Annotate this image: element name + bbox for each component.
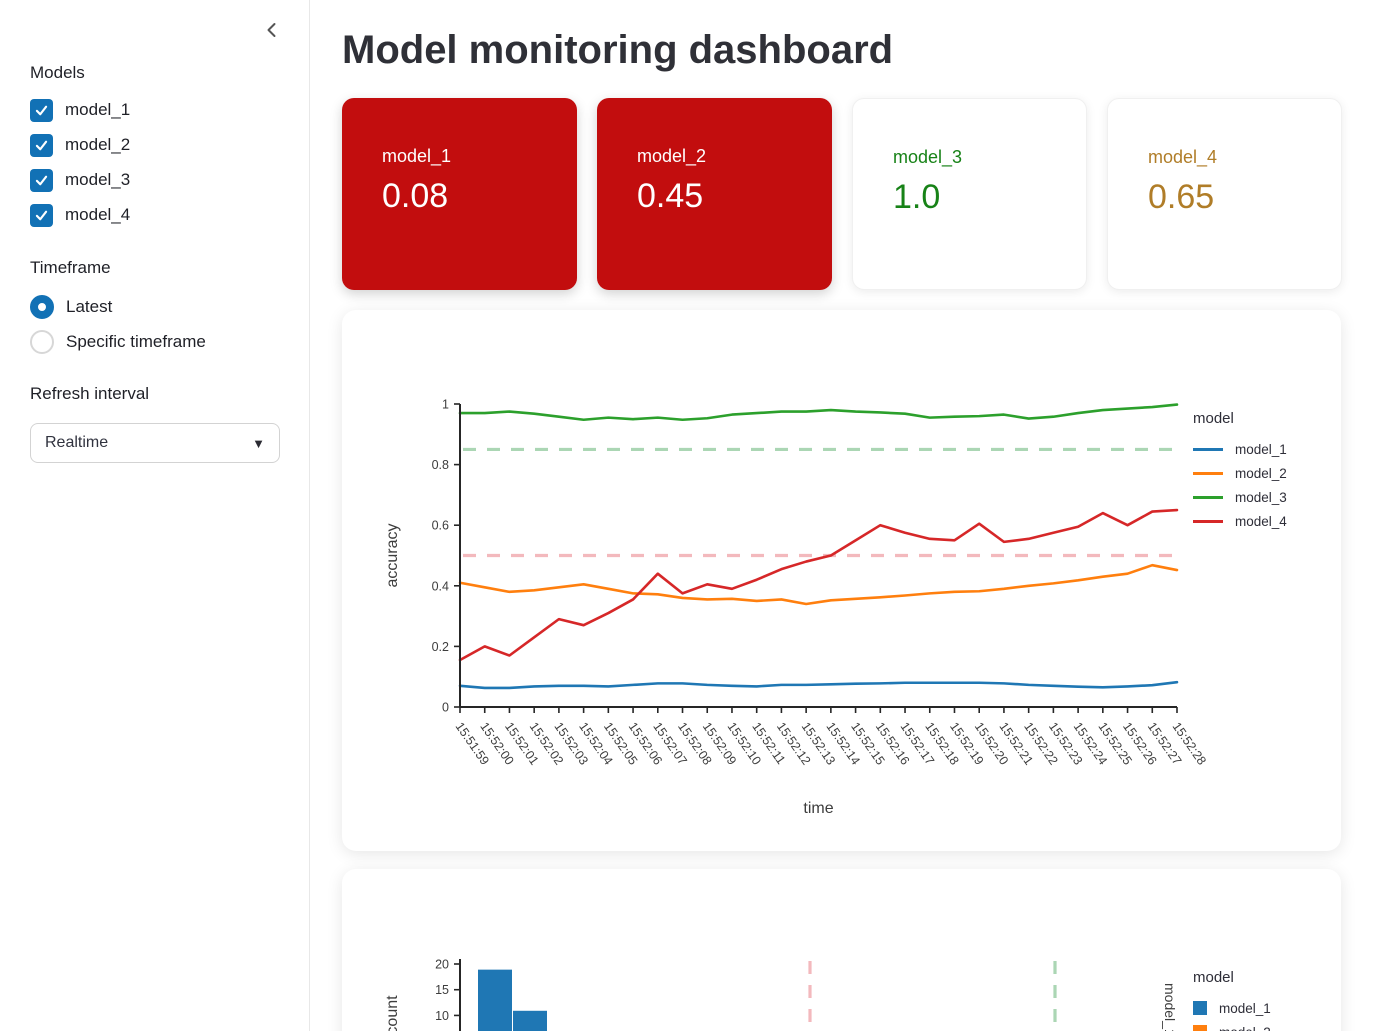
metric-value: 0.45 [637, 177, 704, 215]
line-swatch-icon [1193, 447, 1223, 451]
y-tick-label: 1 [442, 398, 449, 412]
legend-entry-model_4: model_4 [1193, 509, 1287, 533]
radio-unselected-icon[interactable] [30, 330, 54, 354]
model-3-checkbox-row[interactable]: model_3 [30, 168, 130, 192]
legend-title: model [1193, 969, 1234, 986]
timeframe-section-label: Timeframe [30, 258, 111, 277]
radio-label: Latest [66, 297, 113, 316]
models-section-label: Models [30, 63, 85, 82]
series-line-model_3 [458, 403, 1179, 422]
x-axis-title: time [803, 800, 833, 817]
y-tick-label: 0.6 [432, 519, 449, 533]
count-histogram-chart: 20151050count [384, 958, 1057, 1031]
refresh-interval-select[interactable]: Realtime ▼ [30, 423, 280, 463]
refresh-interval-label: Refresh interval [30, 384, 150, 403]
y-tick-label: 15 [435, 983, 449, 997]
count-histogram-card: 20151050count model_1 model model_1 mode… [342, 869, 1341, 1031]
series-line-model_4 [458, 508, 1179, 662]
checkbox-label: model_2 [65, 135, 131, 154]
y-tick-label: 0.4 [432, 579, 449, 593]
square-swatch-icon [1193, 1025, 1207, 1031]
legend-entry-model_1: model_1 [1193, 996, 1271, 1020]
metric-label: model_1 [382, 146, 452, 166]
metric-label: model_2 [637, 146, 707, 166]
histogram-bar [512, 1009, 548, 1031]
y-tick-label: 10 [435, 1009, 449, 1023]
checkbox-label: model_1 [65, 100, 131, 119]
checkbox-label: model_3 [65, 170, 131, 189]
accuracy-chart-card: 0 0.2 0.4 0.6 0.8 1 15:51:59 15:52:00 15:52:01 15… [342, 310, 1341, 851]
metric-value: 0.65 [1148, 178, 1215, 216]
checkbox-checked-icon[interactable] [30, 133, 53, 157]
y-tick-label: 0.2 [432, 640, 449, 654]
legend-entry-label: model_3 [1235, 489, 1287, 505]
legend-entry-model_3: model_3 [1193, 485, 1287, 509]
chevron-left-icon [267, 23, 276, 37]
y-tick-label: 0.8 [432, 458, 449, 472]
y-axis-title: count [384, 995, 401, 1031]
metric-card-model_1: model_1 0.08 [342, 98, 577, 290]
series-line-model_2 [458, 563, 1179, 606]
model-2-checkbox-row[interactable]: model_2 [30, 133, 130, 157]
model-1-checkbox-row[interactable]: model_1 [30, 98, 130, 122]
page-title: Model monitoring dashboard [342, 28, 894, 72]
square-swatch-icon [1193, 1001, 1207, 1015]
metric-card-model_2: model_2 0.45 [597, 98, 832, 290]
caret-down-icon: ▼ [252, 435, 265, 451]
y-tick-label: 0 [442, 701, 449, 715]
checkbox-label: model_4 [65, 205, 131, 224]
checkbox-checked-icon[interactable] [30, 98, 53, 122]
metric-card-model_4: model_4 0.65 [1107, 98, 1342, 290]
legend-title: model [1193, 410, 1234, 427]
sidebar: Models model_1 model_2 model_3 model_4 [0, 0, 310, 1031]
histogram-bar [477, 968, 513, 1031]
timeframe-latest-radio[interactable]: Latest [30, 294, 112, 320]
legend-entry-label: model_2 [1219, 1025, 1271, 1031]
series-line-model_1 [458, 680, 1179, 690]
legend-entry-label: model_1 [1235, 441, 1287, 457]
metric-label: model_3 [893, 147, 963, 167]
model-4-checkbox-row[interactable]: model_4 [30, 203, 130, 227]
checkbox-checked-icon[interactable] [30, 168, 53, 192]
facet-row-label: model_1 [1162, 983, 1178, 1031]
legend-entry-model_1: model_1 [1193, 437, 1287, 461]
accuracy-line-chart: 00.20.40.60.8115:51:5915:52:0015:52:0115… [384, 398, 1209, 818]
histogram-legend: model model_1 model_2 [1193, 969, 1271, 1031]
line-swatch-icon [1193, 471, 1223, 475]
radio-label: Specific timeframe [66, 332, 206, 351]
line-swatch-icon [1193, 495, 1223, 499]
checkbox-checked-icon[interactable] [30, 203, 53, 227]
line-swatch-icon [1193, 519, 1223, 523]
y-tick-label: 20 [435, 958, 449, 972]
legend-entry-label: model_1 [1219, 1000, 1271, 1016]
metric-value: 0.08 [382, 177, 449, 215]
y-axis-title: accuracy [384, 523, 401, 587]
select-value: Realtime [45, 434, 109, 451]
metric-value: 1.0 [893, 178, 941, 216]
timeframe-specific-radio[interactable]: Specific timeframe [30, 329, 206, 355]
sidebar-collapse-button[interactable] [256, 14, 288, 46]
metric-label: model_4 [1148, 147, 1218, 167]
legend-entry-label: model_2 [1235, 465, 1287, 481]
legend-entry-model_2: model_2 [1193, 1020, 1271, 1031]
legend-entry-model_2: model_2 [1193, 461, 1287, 485]
metric-card-model_3: model_3 1.0 [852, 98, 1087, 290]
radio-selected-icon[interactable] [30, 295, 54, 319]
legend-entry-label: model_4 [1235, 513, 1287, 529]
accuracy-chart-legend: model model_1 model_2 model_3 model_4 [1193, 410, 1287, 533]
